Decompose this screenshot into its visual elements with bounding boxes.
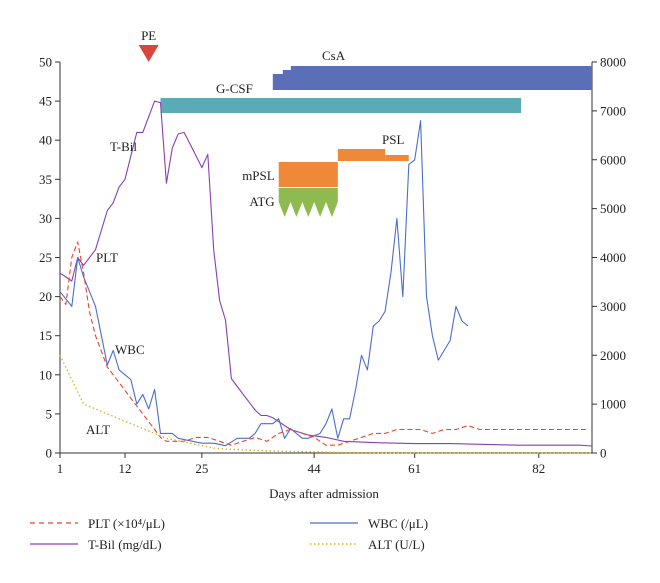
y-left-tick-label: 35 xyxy=(39,172,52,187)
y-left-tick-label: 10 xyxy=(39,367,52,382)
legend-label-wbc: WBC (/μL) xyxy=(368,516,428,531)
treatment-bar-csa xyxy=(272,74,592,90)
y-left-tick-label: 5 xyxy=(46,406,53,421)
plot-axes xyxy=(59,62,593,454)
x-tick-label: 61 xyxy=(408,461,421,476)
x-tick-label: 25 xyxy=(195,461,208,476)
annotation-tbil: T-Bil xyxy=(110,139,137,154)
legend-label-plt: PLT (×10⁴/μL) xyxy=(88,516,165,531)
series-line-t-bil xyxy=(59,100,593,447)
annotation-alt: ALT xyxy=(86,422,110,437)
legend-item-wbc: WBC (/μL) xyxy=(310,516,428,531)
treatment-label-mpsl: mPSL xyxy=(242,168,275,183)
marker-triangle-pe xyxy=(138,45,159,62)
x-tick-label: 82 xyxy=(532,461,545,476)
y-right-tick-label: 2000 xyxy=(600,348,626,363)
series-line-alt xyxy=(59,354,592,454)
y-left-ticks: 0 5 10 15 20 25 30 35 40 45 50 xyxy=(39,55,60,461)
legend-label-alt: ALT (U/L) xyxy=(368,537,425,552)
legend-item-tbil: T-Bil (mg/dL) xyxy=(30,537,162,552)
y-right-ticks: 0 1000 2000 3000 4000 5000 6000 7000 8000 xyxy=(592,55,626,461)
treatment-bar-psl xyxy=(337,149,386,161)
treatment-label-psl: PSL xyxy=(382,132,404,147)
y-right-tick-label: 3000 xyxy=(600,299,626,314)
annotation-plt: PLT xyxy=(96,250,118,265)
y-left-tick-label: 20 xyxy=(39,289,52,304)
series-lines xyxy=(59,100,593,454)
treatment-bar-mpsl xyxy=(278,162,338,187)
x-tick-label: 44 xyxy=(308,461,322,476)
y-left-tick-label: 50 xyxy=(39,55,52,70)
treatment-bars: CsA G-CSF PSL mPSL ATG xyxy=(160,48,592,217)
y-right-tick-label: 8000 xyxy=(600,55,626,70)
treatment-label-atg: ATG xyxy=(249,194,274,209)
treatment-bar-gcsf xyxy=(160,98,522,113)
y-left-tick-label: 40 xyxy=(39,133,52,148)
treatment-bar-csa-step xyxy=(282,70,592,74)
y-left-tick-label: 45 xyxy=(39,94,52,109)
treatment-bar-psl-taper xyxy=(385,155,409,161)
treatment-bar-atg-teeth xyxy=(278,202,338,217)
series-line-wbc xyxy=(59,120,469,447)
y-right-tick-label: 4000 xyxy=(600,250,626,265)
y-left-tick-label: 15 xyxy=(39,328,52,343)
treatment-label-gcsf: G-CSF xyxy=(216,81,253,96)
x-axis-label: Days after admission xyxy=(269,486,379,501)
treatment-bar-atg xyxy=(278,188,338,202)
y-right-tick-label: 0 xyxy=(600,446,607,461)
legend-item-plt: PLT (×10⁴/μL) xyxy=(30,516,165,531)
legend-item-alt: ALT (U/L) xyxy=(310,537,425,552)
treatment-bar-csa-step xyxy=(290,66,592,70)
x-ticks: 1 12 25 44 61 82 xyxy=(57,453,545,476)
y-right-tick-label: 5000 xyxy=(600,201,626,216)
series-line-plt xyxy=(59,241,587,446)
legend-label-tbil: T-Bil (mg/dL) xyxy=(88,537,162,552)
y-right-tick-label: 6000 xyxy=(600,152,626,167)
treatment-label-csa: CsA xyxy=(322,48,346,63)
y-left-tick-label: 25 xyxy=(39,250,52,265)
event-markers: PE xyxy=(138,28,159,62)
annotation-wbc: WBC xyxy=(115,342,145,357)
y-left-tick-label: 0 xyxy=(46,446,53,461)
series-annotations: T-Bil PLT WBC ALT xyxy=(86,139,145,437)
y-right-tick-label: 7000 xyxy=(600,103,626,118)
x-tick-label: 1 xyxy=(57,461,64,476)
x-tick-label: 12 xyxy=(119,461,132,476)
y-right-tick-label: 1000 xyxy=(600,397,626,412)
legend: PLT (×10⁴/μL) T-Bil (mg/dL) WBC (/μL) AL… xyxy=(30,516,428,552)
y-left-tick-label: 30 xyxy=(39,211,52,226)
marker-label-pe: PE xyxy=(141,28,156,43)
